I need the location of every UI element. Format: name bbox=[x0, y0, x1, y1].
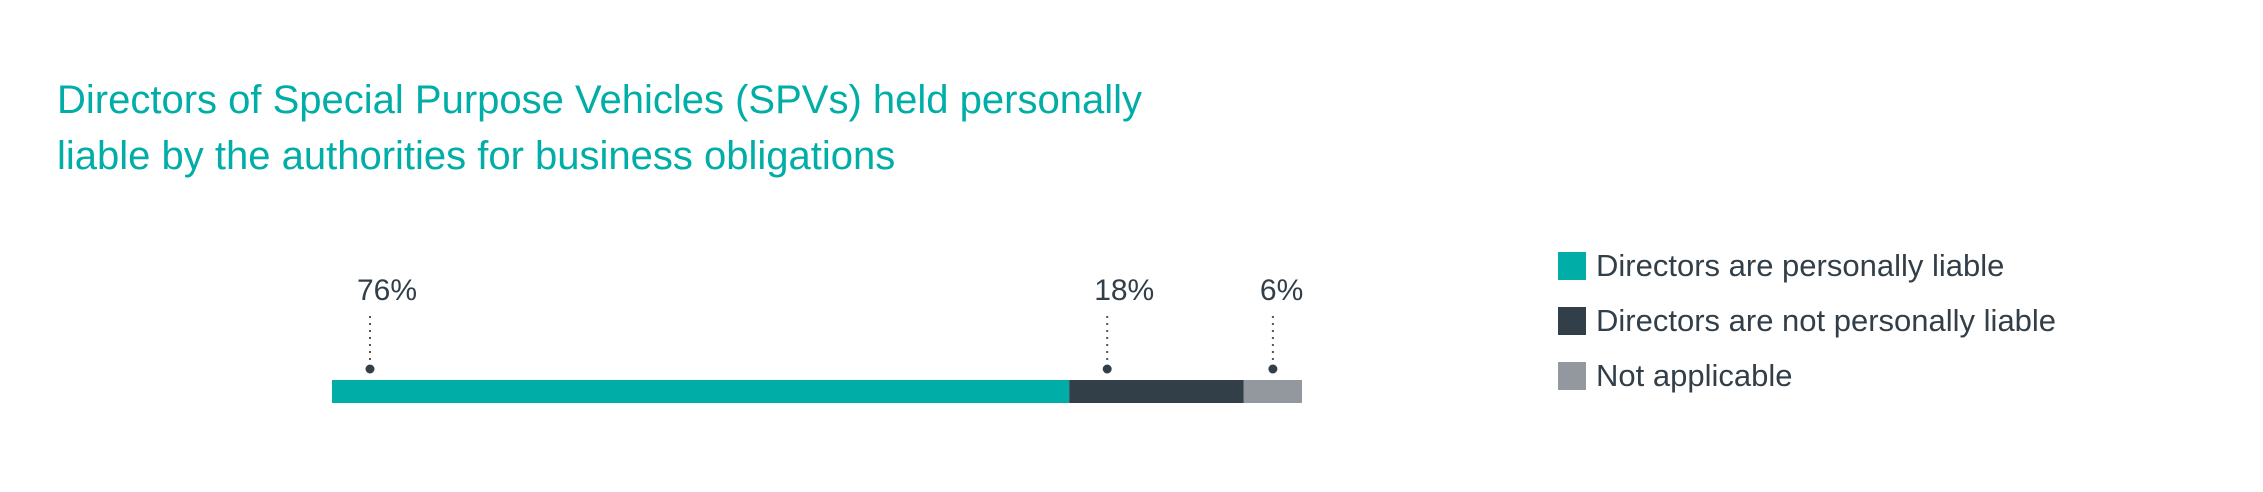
data-label: 76% bbox=[357, 274, 417, 307]
legend-item-not-personally-liable: Directors are not personally liable bbox=[1558, 283, 2056, 358]
legend-item-not-applicable: Not applicable bbox=[1558, 338, 2056, 413]
legend-label: Not applicable bbox=[1596, 357, 1793, 393]
legend: Directors are personally liable Director… bbox=[1558, 228, 2056, 413]
legend-swatch bbox=[1558, 306, 1586, 335]
chart-title: Directors of Special Purpose Vehicles (S… bbox=[57, 72, 1142, 184]
legend-swatch bbox=[1558, 361, 1586, 390]
bar-segment bbox=[332, 380, 1070, 403]
data-label: 18% bbox=[1094, 274, 1154, 307]
bar-segment bbox=[1069, 380, 1244, 403]
legend-item-personally-liable: Directors are personally liable bbox=[1558, 228, 2056, 303]
marker-dot bbox=[365, 364, 375, 374]
marker-dot bbox=[1102, 364, 1112, 374]
marker-dot bbox=[1268, 364, 1278, 374]
chart-title-line-2: liable by the authorities for business o… bbox=[57, 134, 896, 178]
chart-title-line-1: Directors of Special Purpose Vehicles (S… bbox=[57, 78, 1142, 122]
legend-label: Directors are personally liable bbox=[1596, 247, 2005, 283]
bar-segment bbox=[1243, 380, 1302, 403]
data-label: 6% bbox=[1260, 274, 1303, 307]
legend-swatch bbox=[1558, 251, 1586, 280]
legend-label: Directors are not personally liable bbox=[1596, 302, 2057, 338]
